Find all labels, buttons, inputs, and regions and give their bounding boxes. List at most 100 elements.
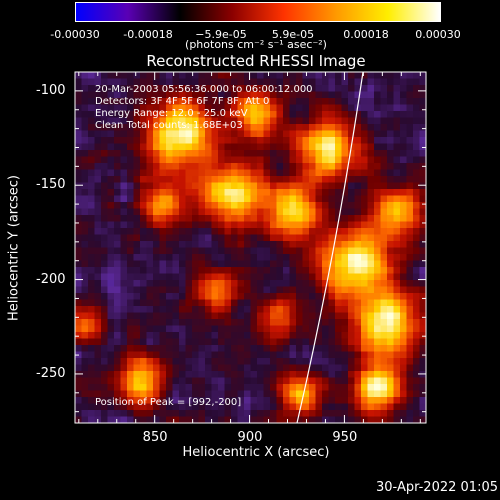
heatmap-cell xyxy=(114,299,121,307)
heatmap-cell xyxy=(374,124,381,131)
heatmap-cell xyxy=(296,280,303,287)
heatmap-cell xyxy=(413,351,420,359)
heatmap-cell xyxy=(309,143,316,151)
heatmap-cell xyxy=(387,117,394,125)
heatmap-cell xyxy=(354,130,362,138)
heatmap-cell xyxy=(354,247,362,255)
heatmap-cell xyxy=(380,104,388,112)
heatmap-cell xyxy=(224,299,232,307)
heatmap-cell xyxy=(101,273,108,281)
heatmap-cell xyxy=(322,345,329,352)
heatmap-cell xyxy=(218,312,225,320)
heatmap-cell xyxy=(348,273,355,281)
heatmap-cell xyxy=(172,267,180,274)
heatmap-cell xyxy=(198,202,206,209)
heatmap-cell xyxy=(185,384,193,391)
heatmap-cell xyxy=(328,410,336,417)
heatmap-cell xyxy=(250,208,258,216)
heatmap-cell xyxy=(166,371,173,378)
heatmap-cell xyxy=(270,208,277,216)
heatmap-cell xyxy=(419,332,426,339)
heatmap-cell xyxy=(179,150,186,157)
colorbar-units: (photons cm⁻² s⁻¹ asec⁻²) xyxy=(185,38,327,51)
heatmap-cell xyxy=(335,260,342,268)
heatmap-cell xyxy=(361,150,368,157)
heatmap-cell xyxy=(81,163,89,170)
heatmap-cell xyxy=(380,286,388,294)
heatmap-cell xyxy=(263,416,271,423)
heatmap-cell xyxy=(322,325,329,333)
heatmap-cell xyxy=(270,234,277,242)
heatmap-cell xyxy=(393,319,401,326)
heatmap-cell xyxy=(374,195,381,203)
heatmap-cell xyxy=(348,189,355,196)
heatmap-cell xyxy=(413,247,420,255)
heatmap-cell xyxy=(367,221,375,229)
heatmap-cell xyxy=(354,208,362,216)
heatmap-cell xyxy=(289,403,297,411)
heatmap-cell xyxy=(374,143,381,151)
heatmap-cell xyxy=(153,358,160,365)
heatmap-cell xyxy=(237,247,245,255)
heatmap-cell xyxy=(172,150,180,157)
heatmap-cell xyxy=(166,176,173,183)
heatmap-cell xyxy=(94,416,102,423)
heatmap-cell xyxy=(406,397,414,404)
heatmap-cell xyxy=(198,234,206,242)
heatmap-cell xyxy=(335,390,342,398)
heatmap-cell xyxy=(387,397,394,404)
heatmap-cell xyxy=(107,228,115,235)
heatmap-cell xyxy=(205,247,212,255)
heatmap-cell xyxy=(270,182,277,190)
heatmap-cell xyxy=(88,286,95,294)
heatmap-cell xyxy=(218,260,225,268)
heatmap-cell xyxy=(400,338,407,346)
heatmap-cell xyxy=(237,169,245,177)
heatmap-cell xyxy=(257,377,264,385)
heatmap-cell xyxy=(302,416,310,423)
heatmap-cell xyxy=(179,182,186,190)
heatmap-cell xyxy=(153,234,160,242)
heatmap-cell xyxy=(400,345,407,352)
heatmap-cell xyxy=(250,176,258,183)
heatmap-cell xyxy=(75,390,82,398)
heatmap-cell xyxy=(367,358,375,365)
heatmap-cell xyxy=(367,111,375,118)
heatmap-cell xyxy=(211,189,219,196)
heatmap-cell xyxy=(224,319,232,326)
heatmap-cell xyxy=(367,208,375,216)
heatmap-cell xyxy=(120,377,128,385)
heatmap-cell xyxy=(172,371,180,378)
heatmap-cell xyxy=(224,189,232,196)
heatmap-cell xyxy=(211,221,219,229)
heatmap-cell xyxy=(257,228,264,235)
heatmap-cell xyxy=(335,371,342,378)
heatmap-cell xyxy=(315,72,323,79)
heatmap-cell xyxy=(192,416,199,423)
heatmap-cell xyxy=(380,124,388,131)
heatmap-cell xyxy=(309,208,316,216)
heatmap-cell xyxy=(75,195,82,203)
heatmap-cell xyxy=(198,351,206,359)
heatmap-cell xyxy=(94,143,102,151)
heatmap-cell xyxy=(302,156,310,164)
heatmap-cell xyxy=(341,267,349,274)
heatmap-cell xyxy=(341,345,349,352)
heatmap-cell xyxy=(380,293,388,300)
heatmap-cell xyxy=(400,189,407,196)
heatmap-cell xyxy=(335,195,342,203)
heatmap-cell xyxy=(354,241,362,248)
heatmap-cell xyxy=(354,319,362,326)
heatmap-cell xyxy=(322,260,329,268)
heatmap-cell xyxy=(250,332,258,339)
heatmap-cell xyxy=(185,137,193,144)
heatmap-cell xyxy=(270,72,277,79)
heatmap-cell xyxy=(94,338,102,346)
heatmap-cell xyxy=(179,202,186,209)
heatmap-cell xyxy=(81,397,89,404)
heatmap-cell xyxy=(296,234,303,242)
heatmap-cell xyxy=(244,241,251,248)
heatmap-cell xyxy=(393,345,401,352)
heatmap-cell xyxy=(263,247,271,255)
heatmap-cell xyxy=(107,195,115,203)
